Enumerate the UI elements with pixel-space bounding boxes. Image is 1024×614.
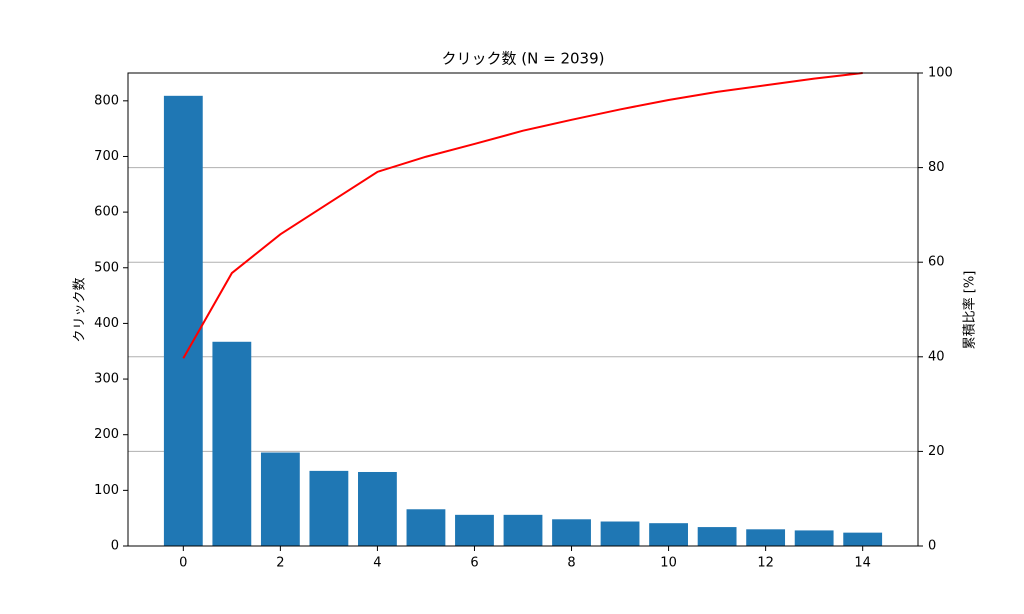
y2-tick-label: 100 <box>928 66 953 81</box>
y-tick-label: 700 <box>94 149 119 164</box>
plot-frame <box>127 72 919 547</box>
y-tick-label: 300 <box>94 372 119 387</box>
y2-tick-label: 60 <box>928 255 945 270</box>
y2-tick-label: 80 <box>928 160 945 175</box>
bar <box>843 532 883 546</box>
x-tick-label: 2 <box>276 556 284 571</box>
bar <box>794 530 834 546</box>
x-tick-label: 10 <box>660 556 677 571</box>
bar <box>746 529 786 546</box>
bar <box>260 452 300 546</box>
y-tick-label: 600 <box>94 205 119 220</box>
bar <box>697 527 737 546</box>
x-tick-label: 0 <box>179 556 187 571</box>
y2-tick-label: 0 <box>928 539 936 554</box>
y-tick-label: 200 <box>94 427 119 442</box>
y-tick-label: 400 <box>94 316 119 331</box>
bar <box>406 509 446 546</box>
y2-axis-label: 累積比率 [%] <box>962 271 978 350</box>
cumulative-line <box>182 72 863 359</box>
chart-title: クリック数 (N = 2039) <box>442 50 605 68</box>
bar <box>358 471 397 546</box>
bar <box>309 470 349 546</box>
x-tick-label: 6 <box>470 556 478 571</box>
y-tick-label: 800 <box>94 93 119 108</box>
y-tick-label: 100 <box>94 483 119 498</box>
x-tick-label: 14 <box>854 556 871 571</box>
bar <box>212 341 252 546</box>
x-tick-label: 8 <box>567 556 575 571</box>
y-tick-label: 500 <box>94 260 119 275</box>
bar <box>552 519 591 546</box>
bar <box>455 514 494 546</box>
bar <box>163 95 203 546</box>
y2-tick-label: 40 <box>928 349 945 364</box>
y2-tick-label: 20 <box>928 444 945 459</box>
y-axis-label: クリック数 <box>73 277 88 342</box>
bar <box>649 523 688 546</box>
y-tick-label: 0 <box>111 539 119 554</box>
x-tick-label: 12 <box>757 556 774 571</box>
bar <box>600 521 640 546</box>
x-tick-label: 4 <box>373 556 381 571</box>
bar <box>503 514 543 546</box>
